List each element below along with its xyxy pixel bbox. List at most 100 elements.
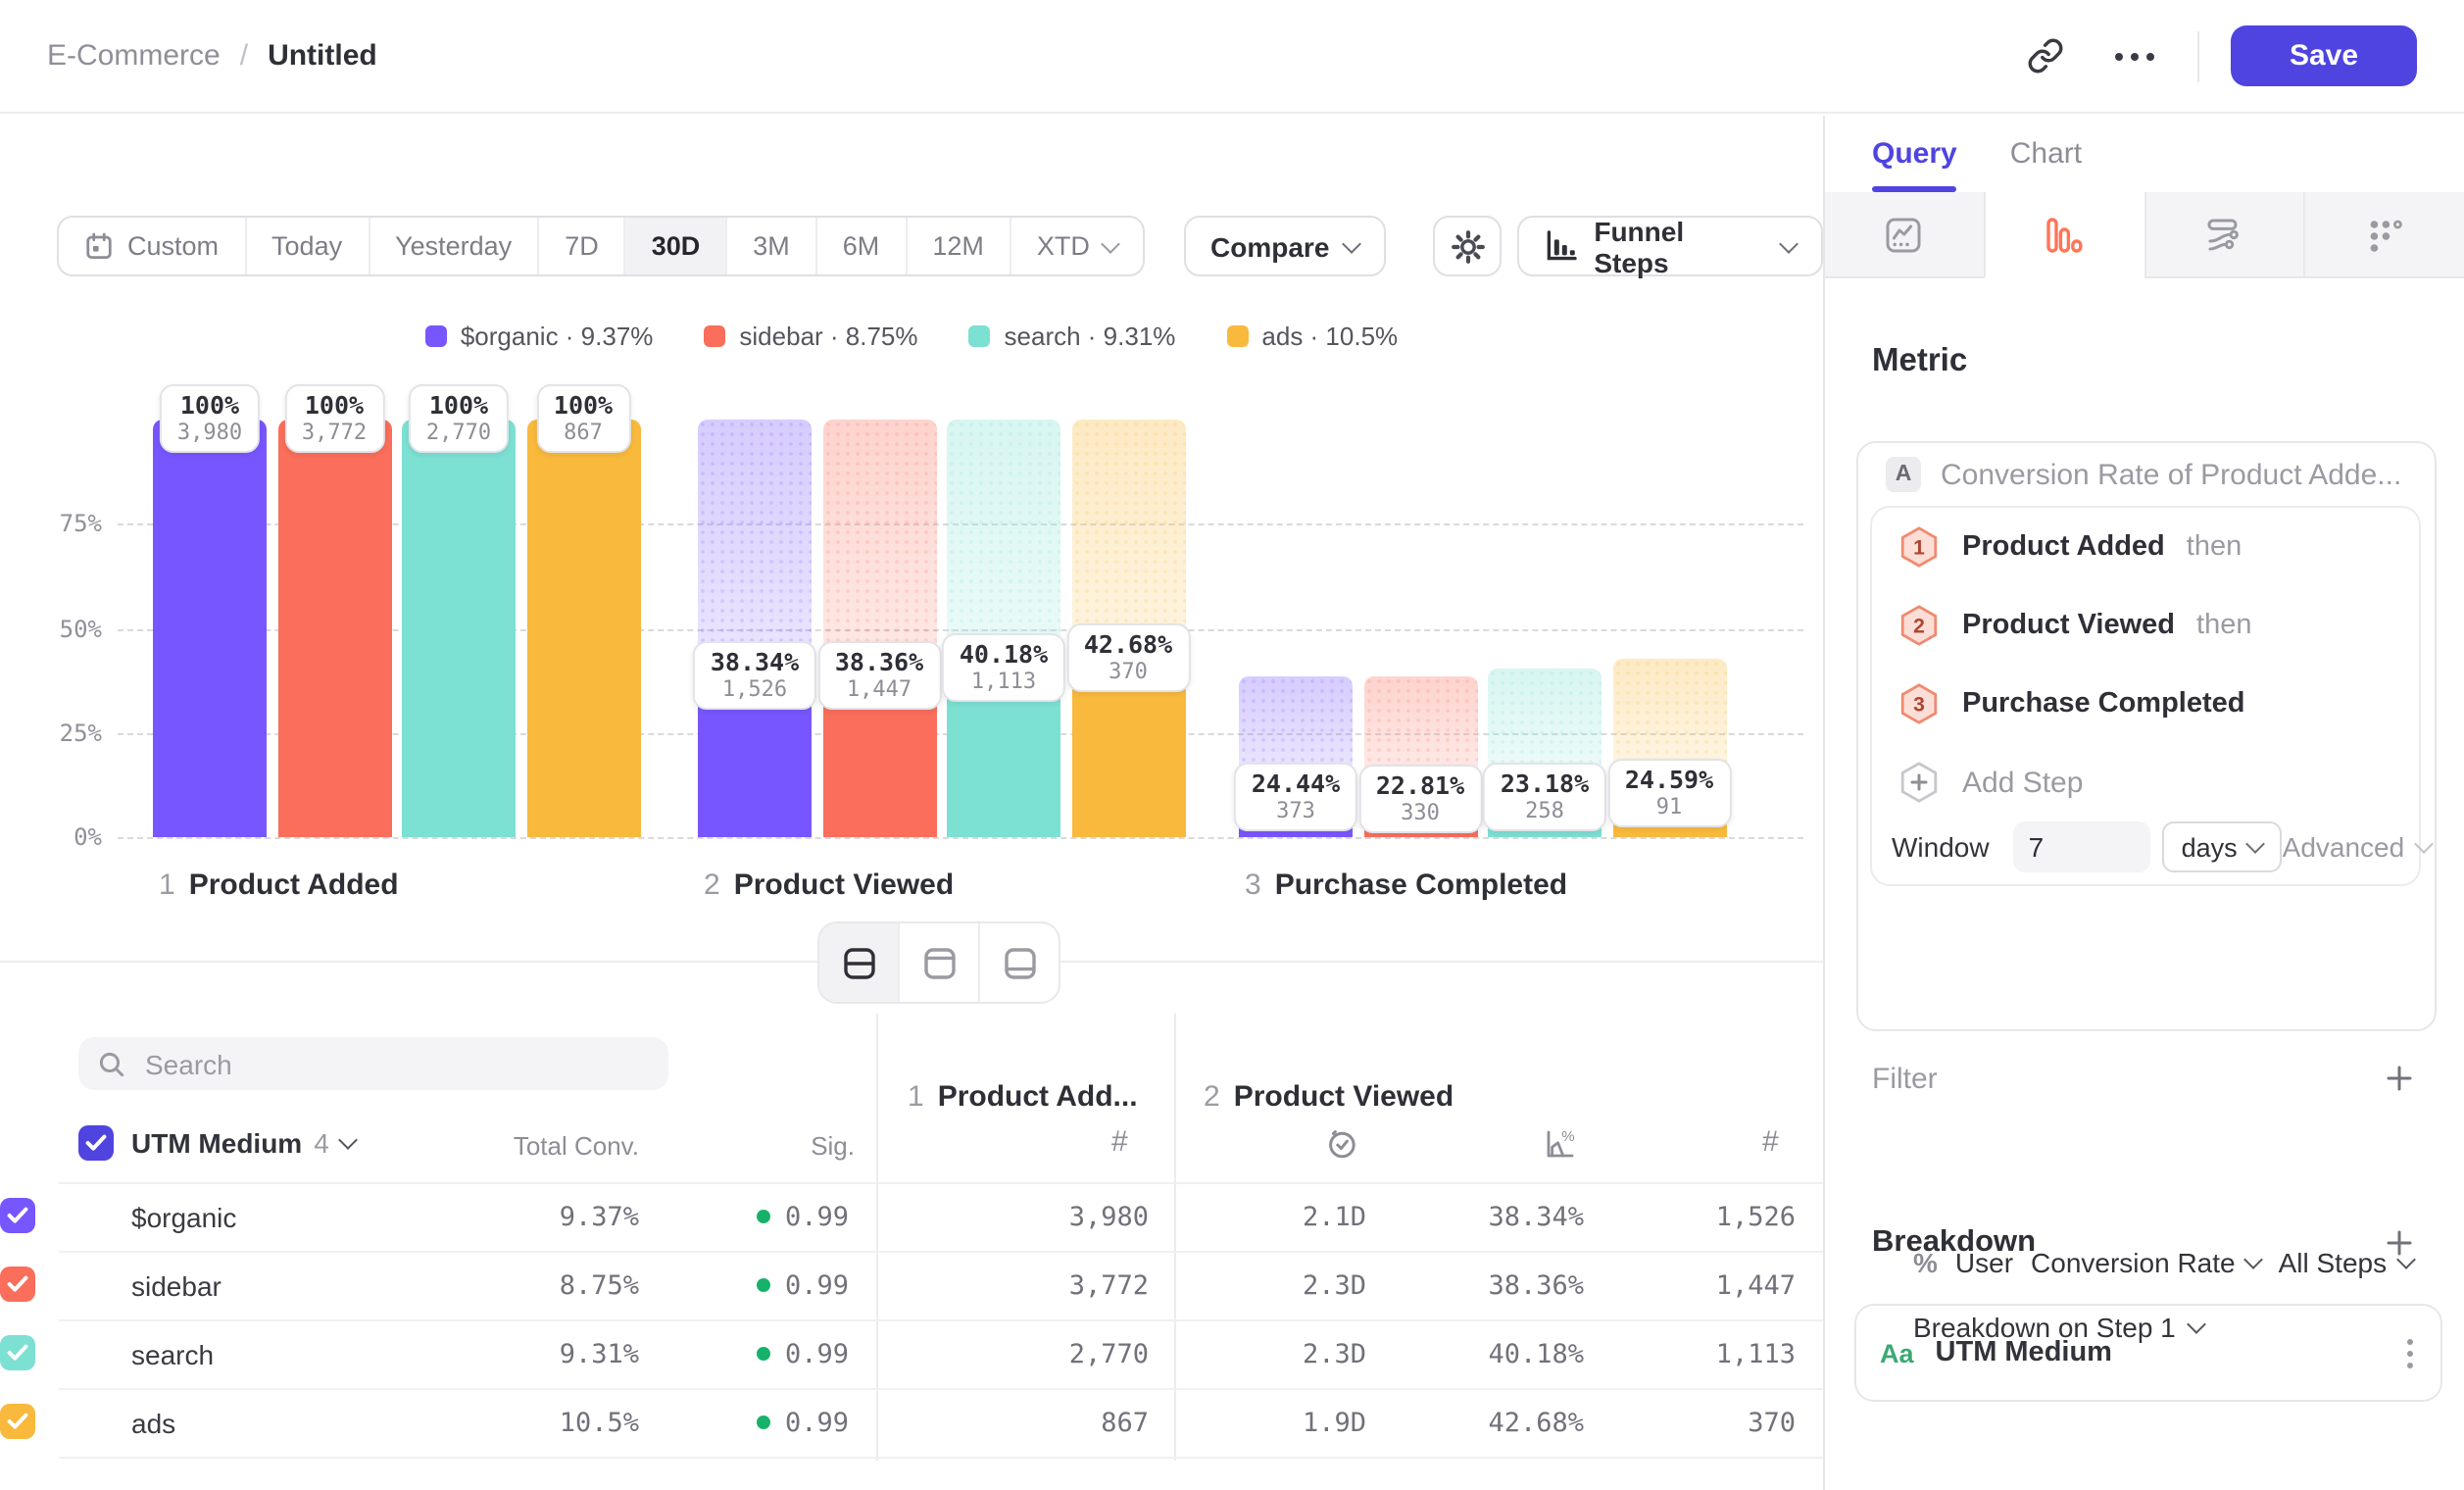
funnel-bar-ads[interactable]: 100% 867 bbox=[526, 384, 640, 837]
measure-type-dropdown[interactable]: Conversion Rate bbox=[2031, 1247, 2264, 1278]
avg-time-metric-icon[interactable] bbox=[1325, 1127, 1358, 1161]
tab-insights[interactable] bbox=[1825, 192, 1984, 278]
funnel-bar-ads[interactable]: 42.68% 370 bbox=[1065, 420, 1191, 837]
row-checkbox[interactable] bbox=[0, 1404, 35, 1439]
tab-retention[interactable] bbox=[2303, 192, 2464, 278]
table-row-sidebar[interactable]: sidebar 8.75% 0.99 3,772 2.3D 38.36% 1,447 bbox=[0, 1251, 1823, 1319]
tab-funnels[interactable] bbox=[1983, 192, 2144, 278]
select-all-checkbox[interactable] bbox=[78, 1125, 114, 1161]
funnel-step-row-2[interactable]: 2 Product Viewed then bbox=[1872, 586, 2419, 665]
bar-value-label: 100% 867 bbox=[535, 384, 631, 453]
layout-table-only-button[interactable] bbox=[978, 923, 1059, 1002]
chart-type-button[interactable]: Funnel Steps bbox=[1517, 215, 1823, 277]
legend-item-organic[interactable]: $organic · 9.37% bbox=[424, 322, 653, 351]
step-name: Product Viewed bbox=[1233, 1080, 1454, 1114]
range-button-6m[interactable]: 6M bbox=[814, 218, 906, 274]
funnel-step-row-1[interactable]: 1 Product Added then bbox=[1872, 508, 2419, 586]
legend-item-ads[interactable]: ads · 10.5% bbox=[1226, 322, 1398, 351]
range-button-xtd[interactable]: XTD bbox=[1009, 218, 1142, 274]
total-conv-column-header[interactable]: Total Conv. bbox=[513, 1131, 639, 1161]
tab-chart[interactable]: Chart bbox=[2009, 137, 2083, 171]
legend-item-sidebar[interactable]: sidebar · 8.75% bbox=[704, 322, 918, 351]
funnel-step-row-3[interactable]: 3 Purchase Completed bbox=[1872, 665, 2419, 743]
breadcrumb-title[interactable]: Untitled bbox=[268, 39, 377, 73]
steps-scope-dropdown[interactable]: All Steps bbox=[2279, 1247, 2415, 1278]
table-row-border bbox=[59, 1388, 1823, 1390]
funnel-bar-sidebar[interactable]: 38.36% 1,447 bbox=[816, 420, 942, 837]
svg-text:1: 1 bbox=[1913, 537, 1925, 560]
sig-column-header[interactable]: Sig. bbox=[811, 1131, 855, 1161]
cell-step2-count: 370 bbox=[1748, 1407, 1796, 1438]
funnel-chart: 0% 25% 50% 75% 100% 3,980 100% 3,772 100% 2,770 10… bbox=[0, 116, 1823, 1037]
advanced-dropdown[interactable]: Advanced bbox=[2283, 831, 2434, 863]
range-button-3m[interactable]: 3M bbox=[725, 218, 815, 274]
breakdown-on-dropdown[interactable]: Breakdown on Step 1 bbox=[1913, 1312, 2206, 1343]
add-filter-button[interactable] bbox=[2386, 1065, 2413, 1092]
range-button-12m[interactable]: 12M bbox=[905, 218, 1010, 274]
measure-entity[interactable]: User bbox=[1954, 1247, 2014, 1278]
row-checkbox[interactable] bbox=[0, 1335, 35, 1370]
breakdown-section-row: Breakdown bbox=[1872, 1217, 2413, 1268]
breakdown-section-label: Breakdown bbox=[1872, 1225, 2037, 1259]
table-row-ads[interactable]: ads 10.5% 0.99 867 1.9D 42.68% 370 bbox=[0, 1388, 1823, 1457]
metric-card: A Conversion Rate of Product Adde... 1 Pr… bbox=[1856, 441, 2437, 1343]
funnel-bar-organic[interactable]: 24.44% 373 bbox=[1233, 420, 1358, 837]
funnel-bar-search[interactable]: 100% 2,770 bbox=[402, 384, 516, 837]
save-button[interactable]: Save bbox=[2231, 25, 2417, 86]
range-button-30d[interactable]: 30D bbox=[623, 218, 726, 274]
search-input[interactable] bbox=[141, 1046, 649, 1081]
window-unit-dropdown[interactable]: days bbox=[2161, 821, 2283, 872]
breakdown-item-utm-medium[interactable]: Aa UTM Medium bbox=[1854, 1304, 2442, 1402]
chart-settings-button[interactable] bbox=[1433, 216, 1503, 276]
date-range-group: Custom Today Yesterday 7D 30D 3M 6M 12M XTD bbox=[57, 216, 1145, 276]
count-metric-icon[interactable]: # bbox=[1111, 1125, 1128, 1159]
y-axis-tick-label: 25% bbox=[59, 719, 102, 747]
range-button-yesterday[interactable]: Yesterday bbox=[368, 218, 537, 274]
y-axis-tick-label: 50% bbox=[59, 615, 102, 642]
range-button-7d[interactable]: 7D bbox=[537, 218, 624, 274]
funnel-step-group-2: 38.34% 1,526 38.36% 1,447 40.18% 1,113 42.68% 3… bbox=[692, 420, 1191, 837]
legend-item-search[interactable]: search · 9.31% bbox=[968, 322, 1175, 351]
more-menu-button[interactable] bbox=[2115, 52, 2154, 60]
add-breakdown-button[interactable] bbox=[2386, 1229, 2413, 1257]
funnel-bar-sidebar[interactable]: 100% 3,772 bbox=[277, 384, 391, 837]
row-checkbox[interactable] bbox=[0, 1266, 35, 1302]
compare-button[interactable]: Compare bbox=[1183, 216, 1387, 276]
share-link-button[interactable] bbox=[2027, 37, 2064, 74]
conversion-metric-icon[interactable]: % bbox=[1543, 1127, 1576, 1161]
cell-total-conv: 9.37% bbox=[559, 1201, 639, 1232]
range-button-custom[interactable]: Custom bbox=[59, 218, 244, 274]
chevron-down-icon bbox=[2245, 834, 2266, 854]
funnel-bar-ads[interactable]: 24.59% 91 bbox=[1606, 420, 1732, 837]
add-step-hexagon-icon bbox=[1897, 761, 1941, 804]
bar-pct: 38.36% bbox=[834, 647, 924, 677]
breakdown-column-header[interactable]: UTM Medium 4 bbox=[131, 1127, 358, 1159]
table-row-search[interactable]: search 9.31% 0.99 2,770 2.3D 40.18% 1,113 bbox=[0, 1319, 1823, 1388]
tab-query[interactable]: Query bbox=[1872, 137, 1957, 171]
cell-significance: 0.99 bbox=[757, 1201, 849, 1232]
layout-chart-only-button[interactable] bbox=[898, 923, 978, 1002]
row-checkbox[interactable] bbox=[0, 1198, 35, 1233]
step-number: 2 bbox=[1204, 1080, 1220, 1114]
range-label: 6M bbox=[842, 231, 880, 261]
bottom-panel-icon bbox=[1003, 946, 1036, 979]
funnel-bar-search[interactable]: 23.18% 258 bbox=[1482, 420, 1607, 837]
table-row-organic[interactable]: $organic 9.37% 0.99 3,980 2.1D 38.34% 1,526 bbox=[0, 1182, 1823, 1251]
layout-split-button[interactable] bbox=[819, 923, 898, 1002]
add-step-button[interactable]: Add Step bbox=[1872, 743, 2419, 821]
tab-flows[interactable] bbox=[2144, 192, 2304, 278]
range-label: 3M bbox=[753, 231, 790, 261]
funnel-step-group-1: 100% 3,980 100% 3,772 100% 2,770 100% 867 bbox=[153, 384, 641, 837]
funnel-bar-search[interactable]: 40.18% 1,113 bbox=[941, 420, 1066, 837]
window-value-input[interactable] bbox=[2012, 821, 2150, 872]
metric-title-row[interactable]: A Conversion Rate of Product Adde... bbox=[1886, 457, 2411, 492]
count-metric-icon[interactable]: # bbox=[1762, 1125, 1779, 1159]
breakdown-item-menu[interactable] bbox=[2407, 1338, 2413, 1367]
range-button-today[interactable]: Today bbox=[244, 218, 368, 274]
legend-swatch bbox=[704, 325, 726, 347]
funnel-bar-organic[interactable]: 38.34% 1,526 bbox=[692, 420, 817, 837]
funnel-bar-organic[interactable]: 100% 3,980 bbox=[153, 384, 267, 837]
bar-pct: 42.68% bbox=[1083, 629, 1173, 660]
funnel-bar-sidebar[interactable]: 22.81% 330 bbox=[1357, 420, 1483, 837]
breadcrumb-project[interactable]: E-Commerce bbox=[47, 39, 221, 73]
